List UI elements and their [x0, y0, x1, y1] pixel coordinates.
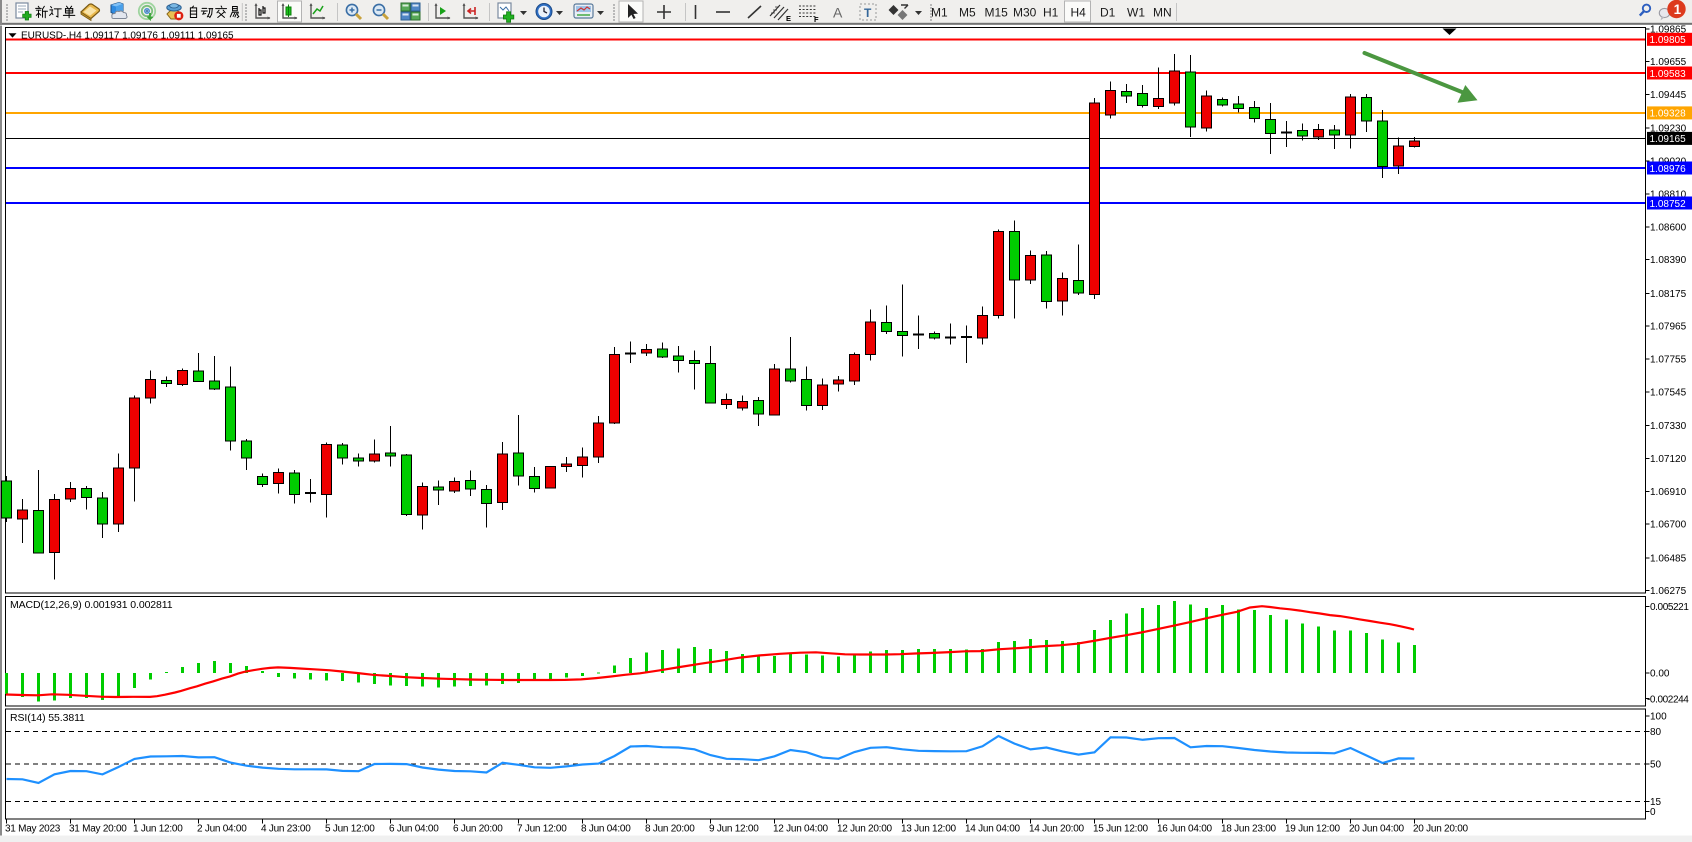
- svg-text:1.06275: 1.06275: [1650, 586, 1687, 597]
- svg-text:1.09445: 1.09445: [1650, 90, 1687, 101]
- svg-text:1.09655: 1.09655: [1650, 57, 1687, 68]
- svg-text:20 Jun 04:00: 20 Jun 04:00: [1349, 824, 1405, 835]
- svg-text:80: 80: [1650, 727, 1662, 738]
- svg-text:W1: W1: [1127, 6, 1145, 20]
- svg-text:-0.002244: -0.002244: [1647, 694, 1689, 705]
- svg-text:12 Jun 20:00: 12 Jun 20:00: [837, 824, 893, 835]
- svg-text:18 Jun 23:00: 18 Jun 23:00: [1221, 824, 1277, 835]
- svg-text:1.09805: 1.09805: [1650, 35, 1687, 46]
- svg-text:1.07965: 1.07965: [1650, 322, 1687, 333]
- svg-text:1.08600: 1.08600: [1650, 222, 1687, 233]
- svg-text:1.06700: 1.06700: [1650, 520, 1687, 531]
- svg-text:H4: H4: [1071, 6, 1087, 20]
- svg-text:7 Jun 12:00: 7 Jun 12:00: [517, 824, 567, 835]
- svg-text:16 Jun 04:00: 16 Jun 04:00: [1157, 824, 1213, 835]
- svg-text:2 Jun 04:00: 2 Jun 04:00: [197, 824, 247, 835]
- svg-text:RSI(14) 55.3811: RSI(14) 55.3811: [10, 712, 85, 724]
- svg-text:0.00: 0.00: [1650, 669, 1670, 680]
- svg-text:12 Jun 04:00: 12 Jun 04:00: [773, 824, 829, 835]
- svg-text:T: T: [864, 6, 872, 20]
- svg-text:1.07545: 1.07545: [1650, 387, 1687, 398]
- svg-text:15 Jun 12:00: 15 Jun 12:00: [1093, 824, 1149, 835]
- svg-text:8 Jun 20:00: 8 Jun 20:00: [645, 824, 695, 835]
- svg-text:1.09865: 1.09865: [1650, 25, 1687, 35]
- svg-text:1.07120: 1.07120: [1650, 454, 1687, 465]
- svg-text:20 Jun 20:00: 20 Jun 20:00: [1413, 824, 1469, 835]
- svg-text:1.08175: 1.08175: [1650, 289, 1687, 300]
- svg-text:8 Jun 04:00: 8 Jun 04:00: [581, 824, 631, 835]
- svg-text:1.08390: 1.08390: [1650, 255, 1687, 266]
- svg-text:E: E: [786, 14, 791, 23]
- svg-text:1.07755: 1.07755: [1650, 355, 1687, 366]
- svg-text:EURUSD-.H4 1.09117 1.09176 1.: EURUSD-.H4 1.09117 1.09176 1.09111 1.091…: [21, 30, 234, 41]
- svg-text:50: 50: [1650, 760, 1662, 771]
- svg-text:MN: MN: [1153, 6, 1172, 20]
- svg-text:9 Jun 12:00: 9 Jun 12:00: [709, 824, 759, 835]
- svg-text:1.06910: 1.06910: [1650, 487, 1687, 498]
- svg-text:H1: H1: [1043, 6, 1059, 20]
- svg-text:1 Jun 12:00: 1 Jun 12:00: [133, 824, 183, 835]
- svg-text:1.08810: 1.08810: [1650, 189, 1687, 200]
- svg-text:MACD(12,26,9) 0.001931 0.00281: MACD(12,26,9) 0.001931 0.002811: [10, 599, 173, 611]
- svg-text:0: 0: [1650, 807, 1656, 818]
- svg-text:M5: M5: [959, 6, 976, 20]
- svg-text:13 Jun 12:00: 13 Jun 12:00: [901, 824, 957, 835]
- svg-text:D1: D1: [1100, 6, 1116, 20]
- svg-text:1.09230: 1.09230: [1650, 124, 1687, 135]
- svg-text:4 Jun 23:00: 4 Jun 23:00: [261, 824, 311, 835]
- svg-text:1.09328: 1.09328: [1650, 109, 1687, 120]
- svg-text:31 May 20:00: 31 May 20:00: [69, 824, 127, 835]
- svg-text:15: 15: [1650, 797, 1662, 808]
- svg-text:14 Jun 04:00: 14 Jun 04:00: [965, 824, 1021, 835]
- svg-text:6 Jun 04:00: 6 Jun 04:00: [389, 824, 439, 835]
- svg-text:1.06485: 1.06485: [1650, 553, 1687, 564]
- svg-text:6 Jun 20:00: 6 Jun 20:00: [453, 824, 503, 835]
- svg-text:1.07330: 1.07330: [1650, 421, 1687, 432]
- svg-text:0.005221: 0.005221: [1650, 602, 1689, 613]
- svg-text:M30: M30: [1013, 6, 1037, 20]
- svg-text:5 Jun 12:00: 5 Jun 12:00: [325, 824, 375, 835]
- svg-text:1.08976: 1.08976: [1650, 164, 1687, 175]
- svg-text:14 Jun 20:00: 14 Jun 20:00: [1029, 824, 1085, 835]
- svg-text:1.08752: 1.08752: [1650, 199, 1687, 210]
- svg-text:31 May 2023: 31 May 2023: [5, 824, 61, 835]
- svg-text:M1: M1: [931, 6, 948, 20]
- svg-text:1.09583: 1.09583: [1650, 69, 1687, 80]
- svg-text:A: A: [833, 5, 843, 21]
- svg-text:1.09165: 1.09165: [1650, 134, 1687, 145]
- svg-text:M15: M15: [985, 6, 1009, 20]
- svg-text:100: 100: [1650, 712, 1667, 723]
- svg-text:1: 1: [1674, 2, 1682, 17]
- svg-text:19 Jun 12:00: 19 Jun 12:00: [1285, 824, 1341, 835]
- svg-text:F: F: [814, 15, 819, 24]
